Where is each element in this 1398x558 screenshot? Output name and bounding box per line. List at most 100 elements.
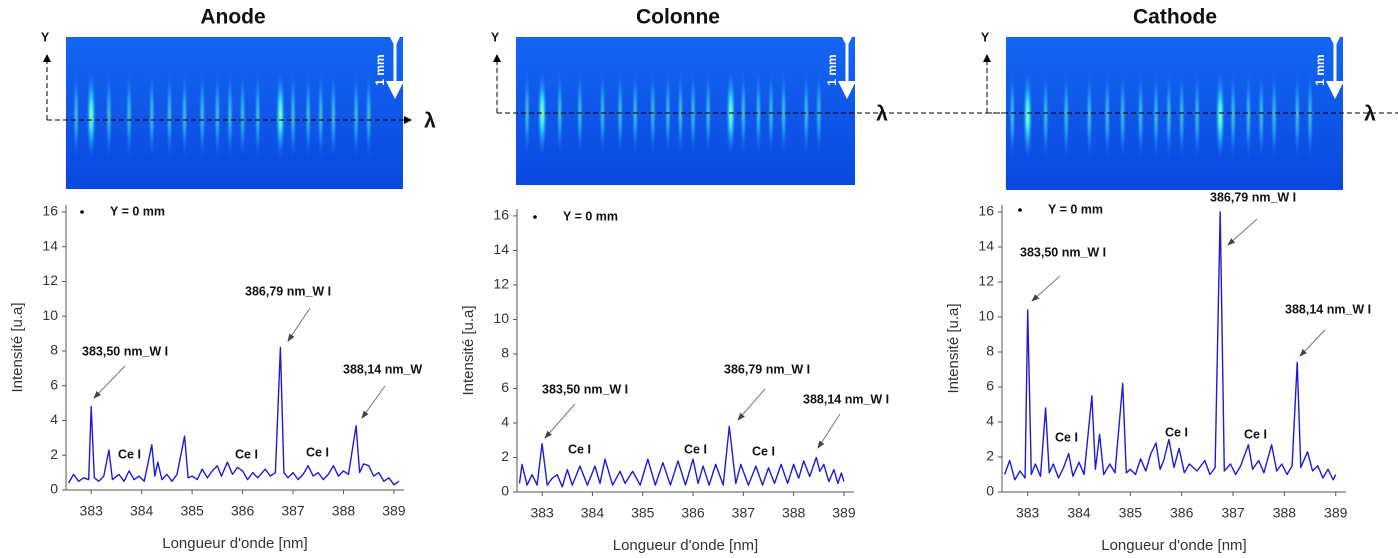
annotation-arrow	[817, 413, 841, 449]
y-tick-label: 14	[42, 237, 58, 253]
scale-label: 1 mm	[373, 54, 387, 85]
annotation: 383,50 nm_W I	[542, 382, 628, 396]
spectrum-line	[67, 346, 400, 486]
x-tick-label: 383	[80, 503, 104, 519]
spectral-stripe	[226, 69, 234, 161]
spectral-stripe	[1103, 69, 1111, 162]
spectral-stripe	[1085, 69, 1093, 162]
spectral-stripe	[72, 69, 80, 161]
y-tick-label: 14	[978, 238, 994, 254]
panel-title: Cathode	[1133, 6, 1217, 29]
annotation-arrow	[544, 403, 576, 439]
spectral-stripe	[365, 69, 373, 161]
spectral-stripe	[352, 69, 360, 161]
annotation: 386,79 nm_W I	[245, 284, 331, 298]
image-lambda-label: λ	[424, 110, 436, 133]
legend-marker	[533, 215, 537, 219]
x-tick-label: 384	[1067, 505, 1091, 521]
panel-title: Anode	[200, 6, 265, 29]
annotation: Ce I	[684, 442, 707, 456]
x-tick-label: 386	[1170, 505, 1194, 521]
y-tick-label: 10	[493, 310, 509, 326]
annotation-arrow	[1031, 275, 1061, 302]
y-tick-label: 12	[493, 276, 509, 292]
annotation: Ce I	[568, 442, 591, 456]
legend-marker	[80, 210, 84, 214]
y-tick-label: 2	[501, 448, 509, 464]
x-tick-label: 389	[382, 503, 406, 519]
spectral-stripe	[780, 68, 788, 158]
annotation: Ce I	[306, 445, 329, 459]
image-y-label: Y	[981, 30, 990, 44]
panel-title: Colonne	[636, 6, 720, 29]
annotation: 388,14 nm_W I	[1285, 302, 1371, 316]
y-tick-label: 12	[42, 272, 58, 288]
y-tick-label: 0	[986, 483, 994, 499]
x-tick-label: 389	[832, 505, 856, 521]
spectral-stripe	[289, 69, 297, 161]
image-lambda-label: λ	[876, 103, 888, 126]
panel: Anode Yλ 1 mm 0 2 4 6 8 10 12 14 16 383 384 385 386 387 3…	[9, 6, 436, 552]
y-axis-label: Intensité [u.a]	[945, 303, 962, 393]
spectral-stripe	[1215, 69, 1226, 162]
annotation: Ce I	[235, 447, 258, 461]
y-tick-label: 8	[986, 343, 994, 359]
x-tick-label: 389	[1324, 505, 1348, 521]
annotation: Ce I	[1244, 427, 1267, 441]
x-tick-label: 387	[1221, 505, 1245, 521]
image-y-label: Y	[491, 30, 500, 44]
x-axis-label: Longueur d'onde [nm]	[162, 535, 307, 552]
x-axis-label: Longueur d'onde [nm]	[613, 537, 758, 554]
spectral-stripe	[802, 68, 810, 158]
x-tick-label: 384	[581, 505, 605, 521]
legend-label: Y = 0 mm	[1048, 202, 1103, 216]
spectral-image	[66, 37, 403, 189]
x-tick-label: 385	[631, 505, 655, 521]
panel: Cathode Yλ 1 mm 0 2 4 6 8 10 12 14 16 383 384 385 386 38…	[945, 6, 1398, 554]
spectral-stripe	[1042, 69, 1050, 162]
annotation: 383,50 nm_W I	[82, 344, 168, 358]
spectral-stripe	[1062, 69, 1070, 162]
annotation-arrow	[93, 365, 126, 399]
y-tick-label: 0	[50, 481, 58, 497]
spectral-stripe	[198, 69, 206, 161]
spectral-stripe	[1152, 69, 1160, 162]
spectral-stripe	[1257, 69, 1265, 162]
x-tick-label: 383	[530, 505, 554, 521]
spectral-stripe	[239, 69, 247, 161]
y-tick-label: 12	[978, 273, 994, 289]
x-tick-label: 387	[281, 503, 305, 519]
x-tick-label: 385	[180, 503, 204, 519]
spectral-stripe	[523, 68, 531, 158]
y-tick-label: 6	[986, 378, 994, 394]
y-axis-label: Intensité [u.a]	[460, 305, 477, 395]
annotation: Ce I	[1055, 430, 1078, 444]
x-tick-label: 385	[1119, 505, 1143, 521]
spectral-stripe	[275, 69, 286, 161]
annotation: 386,79 nm_W I	[724, 362, 810, 376]
annotation: 386,79 nm_W I	[1210, 190, 1296, 204]
spectral-stripe	[181, 69, 189, 161]
y-tick-label: 4	[50, 411, 58, 427]
spectral-stripe	[125, 69, 133, 161]
spectral-stripe	[1270, 69, 1278, 162]
scale-label: 1 mm	[825, 54, 839, 85]
spectral-stripe	[739, 68, 747, 158]
annotation-arrow	[1227, 218, 1258, 246]
x-tick-label: 386	[231, 503, 255, 519]
spectral-stripe	[537, 68, 548, 158]
spectrum-line	[518, 425, 845, 488]
legend-marker	[1018, 208, 1022, 212]
y-tick-label: 2	[50, 446, 58, 462]
x-axis-label: Longueur d'onde [nm]	[1101, 537, 1246, 554]
spectral-stripe	[556, 68, 564, 158]
annotation-arrow	[361, 385, 386, 419]
spectral-stripe	[1193, 69, 1201, 162]
spectral-stripe	[1008, 69, 1016, 162]
y-tick-label: 10	[978, 308, 994, 324]
y-tick-label: 16	[493, 207, 509, 223]
y-tick-label: 4	[501, 414, 509, 430]
annotation: Ce I	[752, 444, 775, 458]
spectral-stripe	[213, 69, 221, 161]
